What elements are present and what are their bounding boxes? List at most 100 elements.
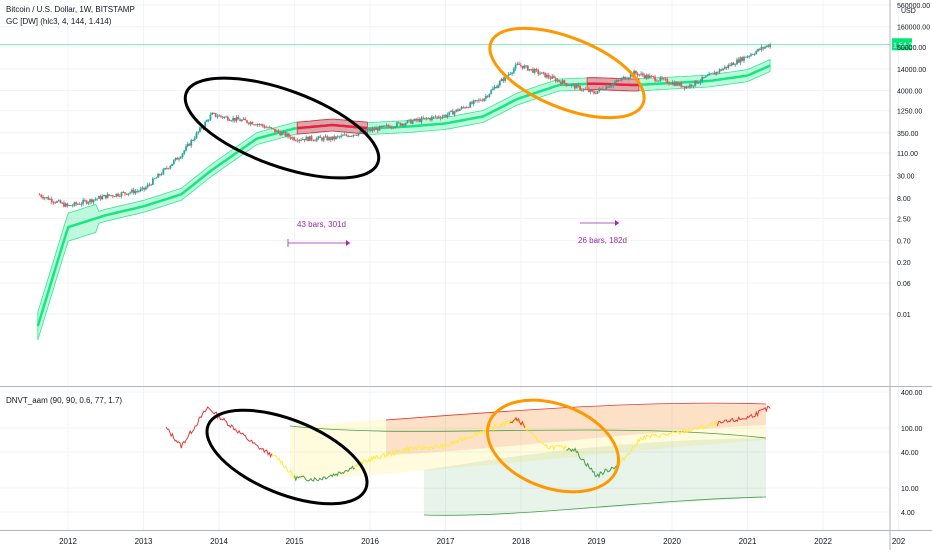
candle-body bbox=[640, 73, 643, 75]
annotation-arrowhead-182d bbox=[615, 220, 619, 226]
candle-body bbox=[277, 130, 280, 133]
candle-body bbox=[577, 84, 580, 86]
candle-body bbox=[380, 126, 383, 127]
candle-body bbox=[239, 119, 241, 122]
candle-body bbox=[690, 84, 693, 87]
candle-body bbox=[488, 93, 491, 97]
candle-body bbox=[570, 84, 573, 86]
candle-body bbox=[565, 83, 568, 86]
candle-body bbox=[87, 202, 90, 204]
candle-body bbox=[193, 138, 196, 141]
candle-body bbox=[596, 91, 599, 94]
candle-body bbox=[636, 73, 639, 76]
candle-body bbox=[692, 85, 695, 87]
candle-body bbox=[467, 107, 470, 109]
candle-body bbox=[605, 86, 608, 90]
x-tick: 2015 bbox=[286, 537, 304, 546]
candle-body bbox=[289, 136, 292, 139]
candle-body bbox=[396, 122, 398, 127]
x-tick: 2013 bbox=[135, 537, 153, 546]
candle-body bbox=[511, 72, 513, 74]
y-tick-bottom: 4.00 bbox=[901, 510, 915, 517]
candle-body bbox=[537, 70, 540, 74]
candle-body bbox=[186, 143, 189, 147]
candle-body bbox=[207, 119, 210, 121]
candle-body bbox=[708, 73, 711, 76]
candle-body bbox=[587, 89, 590, 92]
candle-body bbox=[300, 139, 302, 141]
candle-body bbox=[563, 80, 566, 84]
candle-body bbox=[164, 168, 166, 170]
price-badge-bg bbox=[892, 38, 912, 51]
candle-body bbox=[519, 64, 522, 66]
y-tick-bottom: 10.00 bbox=[901, 486, 919, 493]
candle-body bbox=[216, 116, 219, 118]
candle-body bbox=[279, 132, 282, 136]
candle-body bbox=[99, 196, 102, 200]
candle-body bbox=[689, 84, 691, 88]
candle-body bbox=[258, 124, 261, 125]
candle-body bbox=[582, 88, 585, 91]
candle-body bbox=[188, 143, 191, 146]
candle-body bbox=[77, 203, 79, 205]
candle-body bbox=[532, 68, 534, 73]
candle-body bbox=[485, 96, 487, 99]
candle-body bbox=[106, 194, 109, 199]
candle-body bbox=[214, 113, 217, 117]
candle-body bbox=[251, 122, 254, 125]
candle-body bbox=[329, 137, 332, 140]
candle-body bbox=[240, 119, 243, 122]
candle-body bbox=[441, 116, 444, 119]
candle-body bbox=[661, 77, 663, 80]
oscillator-line bbox=[618, 421, 718, 465]
candle-body bbox=[158, 173, 161, 176]
candle-body bbox=[89, 199, 92, 203]
candle-body bbox=[110, 195, 112, 197]
candle-body bbox=[97, 196, 100, 199]
x-tick: 2012 bbox=[59, 537, 77, 546]
candle-body bbox=[125, 193, 128, 195]
candle-body bbox=[199, 127, 201, 132]
candle-body bbox=[594, 93, 597, 95]
y-tick-bottom: 400.00 bbox=[901, 390, 923, 397]
y-tick-bottom: 40.00 bbox=[901, 450, 919, 457]
candle-body bbox=[645, 74, 648, 79]
candle-body bbox=[716, 71, 719, 73]
candle-body bbox=[732, 63, 735, 65]
candle-body bbox=[349, 136, 351, 137]
candle-body bbox=[434, 116, 437, 118]
candle-body bbox=[479, 99, 482, 101]
candle-body bbox=[242, 118, 245, 120]
candle-body bbox=[178, 158, 180, 160]
candle-body bbox=[643, 75, 646, 79]
candle-body bbox=[392, 127, 395, 129]
candle-body bbox=[385, 125, 388, 126]
candle-body bbox=[61, 202, 64, 204]
candle-body bbox=[373, 128, 376, 130]
candle-body bbox=[504, 75, 507, 81]
candle-body bbox=[162, 169, 165, 175]
candle-body bbox=[591, 89, 594, 92]
candle-body bbox=[153, 178, 156, 180]
candle-body bbox=[533, 68, 536, 73]
x-tick: 2022 bbox=[814, 537, 832, 546]
y-tick-bottom: 100.00 bbox=[901, 426, 923, 433]
candle-body bbox=[614, 82, 616, 84]
candle-body bbox=[211, 112, 214, 115]
candle-body bbox=[225, 116, 228, 118]
candle-body bbox=[492, 88, 494, 91]
candle-body bbox=[612, 83, 615, 86]
candle-body bbox=[551, 76, 554, 79]
candle-body bbox=[764, 46, 766, 49]
candle-body bbox=[301, 139, 304, 140]
candle-body bbox=[165, 168, 168, 169]
candle-body bbox=[584, 88, 587, 90]
candle-body bbox=[314, 140, 316, 142]
candle-body bbox=[382, 125, 384, 127]
candle-body bbox=[282, 132, 285, 133]
candle-body bbox=[352, 134, 355, 137]
candle-body bbox=[275, 130, 278, 132]
candle-body bbox=[237, 117, 240, 120]
candle-body bbox=[624, 76, 627, 80]
candle-body bbox=[83, 200, 86, 201]
